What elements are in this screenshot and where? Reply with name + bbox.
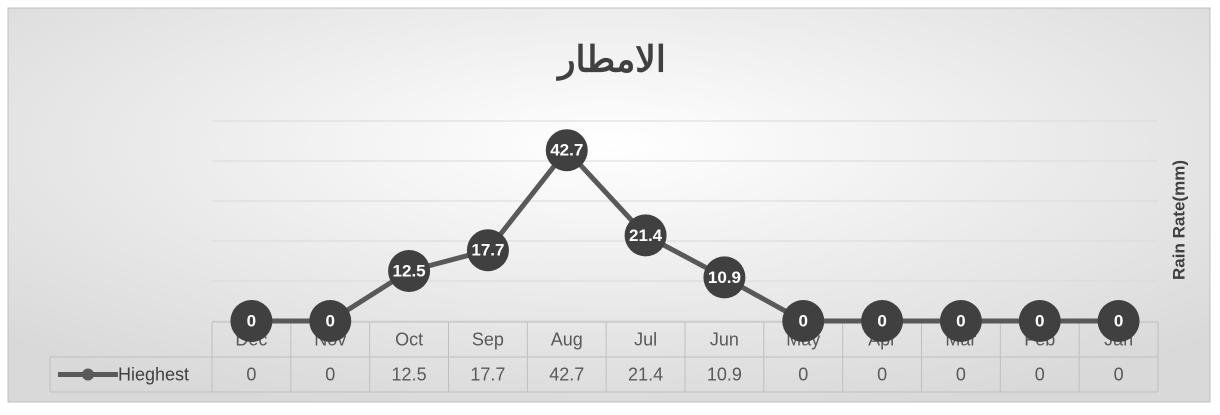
marker — [703, 256, 746, 299]
table-value: 21.4 — [628, 364, 663, 384]
marker — [1018, 300, 1061, 342]
marker — [1097, 300, 1140, 342]
x-tick-label: Jul — [634, 329, 657, 349]
x-tick-label: Aug — [551, 329, 583, 349]
marker — [388, 250, 431, 292]
data-label: 12.5 — [393, 261, 426, 280]
marker — [939, 300, 982, 342]
table-value: 42.7 — [549, 364, 584, 384]
data-label: 0 — [1035, 311, 1044, 330]
table-value: 12.5 — [392, 364, 427, 384]
x-tick-label: Sep — [472, 329, 504, 349]
x-tick-label: Jun — [710, 329, 739, 349]
table-value: 10.9 — [707, 364, 742, 384]
table-value: 0 — [956, 364, 966, 384]
marker — [466, 229, 509, 272]
data-label: 42.7 — [550, 141, 583, 160]
data-label: 0 — [877, 311, 886, 330]
marker — [230, 300, 273, 342]
table-value: 17.7 — [470, 364, 505, 384]
data-label: 0 — [799, 311, 808, 330]
table-value: 0 — [1035, 364, 1045, 384]
data-label: 0 — [1114, 311, 1123, 330]
data-label: 0 — [956, 311, 965, 330]
chart-area — [7, 7, 1211, 403]
data-label: 10.9 — [708, 268, 741, 287]
table-value: 0 — [798, 364, 808, 384]
chart-title: الامطار — [555, 39, 666, 82]
data-label: 0 — [247, 311, 256, 330]
marker — [624, 214, 667, 257]
marker — [309, 300, 352, 342]
data-label: 21.4 — [629, 226, 663, 245]
legend-label: Hieghest — [118, 364, 189, 384]
marker — [861, 300, 904, 342]
table-value: 0 — [246, 364, 256, 384]
table-value: 0 — [325, 364, 335, 384]
data-label: 17.7 — [471, 241, 504, 260]
marker — [545, 129, 588, 172]
y-axis-title: Rain Rate(mm) — [1169, 160, 1188, 280]
legend-key-marker — [82, 368, 94, 381]
marker — [782, 300, 825, 342]
table-value: 0 — [1114, 364, 1124, 384]
x-tick-label: Oct — [395, 329, 423, 349]
data-label: 0 — [326, 311, 335, 330]
table-value: 0 — [877, 364, 887, 384]
